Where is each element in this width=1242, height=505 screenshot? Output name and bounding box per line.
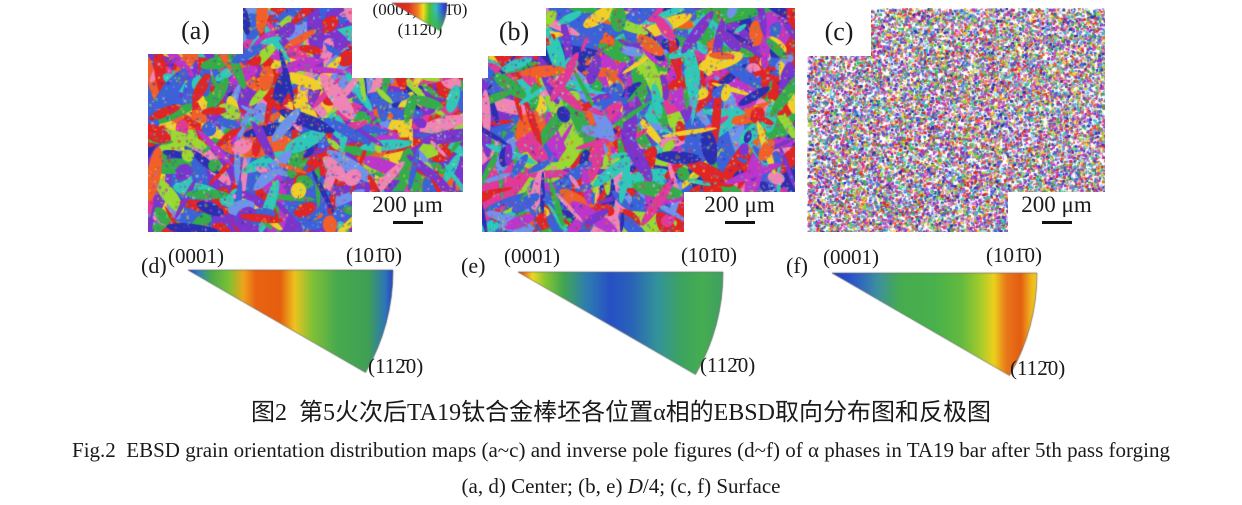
ipf-label-e: (e) xyxy=(461,253,486,278)
scale-bar-c-text: 200 μm xyxy=(1021,192,1092,217)
caption-subfigure-key: (a, d) Center; (b, e) D/4; (c, f) Surfac… xyxy=(0,474,1242,499)
map-label-b: (b) xyxy=(482,8,546,56)
scale-bar-a-text: 200 μm xyxy=(372,192,443,217)
ipf-figure-d xyxy=(185,264,400,379)
ipf-figure-f xyxy=(829,267,1044,382)
scale-bar-c: 200 μm xyxy=(1008,192,1105,232)
ipf-color-key-triangle-icon xyxy=(390,0,450,32)
ipf-label-d: (d) xyxy=(141,253,167,278)
scale-bar-c-line xyxy=(1041,221,1072,224)
ipf-f-corner-1120: (112̄0) xyxy=(1010,356,1066,380)
map-label-c-text: (c) xyxy=(824,17,854,46)
map-label-b-text: (b) xyxy=(498,17,530,46)
scale-bar-b-text: 200 μm xyxy=(704,192,775,217)
ipf-d-corner-1120: (112̄0) xyxy=(368,354,424,378)
caption-chinese: 图2 第5火次后TA19钛合金棒坯各位置α相的EBSD取向分布图和反极图 xyxy=(251,400,991,426)
map-label-a-text: (a) xyxy=(181,16,210,45)
ipf-figure-e xyxy=(515,266,730,381)
ipf-f-corner-1010: (101̄0) xyxy=(986,243,1042,267)
scale-bar-b-line xyxy=(724,221,755,224)
caption-sub-part2-D: D xyxy=(627,474,643,498)
scale-bar-a-line xyxy=(392,221,423,224)
scale-bar-a: 200 μm xyxy=(352,192,463,232)
ipf-color-key: (0001) (101̄0) (112̄0) xyxy=(352,0,488,78)
ipf-e-corner-0001: (0001) xyxy=(504,244,560,268)
map-label-a: (a) xyxy=(148,8,243,54)
ipf-e-corner-1010: (101̄0) xyxy=(681,243,737,267)
map-label-c: (c) xyxy=(807,8,871,56)
scale-bar-b: 200 μm xyxy=(684,192,795,232)
ipf-e-corner-1120: (112̄0) xyxy=(700,353,756,377)
ipf-d-corner-1010: (101̄0) xyxy=(346,243,402,267)
ipf-label-f: (f) xyxy=(786,253,808,278)
caption-sub-part3: /4; (c, f) Surface xyxy=(642,474,781,498)
caption-english: Fig.2 EBSD grain orientation distributio… xyxy=(72,438,1170,462)
caption-sub-part1: (a, d) Center; (b, e) xyxy=(461,474,628,498)
ipf-f-corner-0001: (0001) xyxy=(823,245,879,269)
